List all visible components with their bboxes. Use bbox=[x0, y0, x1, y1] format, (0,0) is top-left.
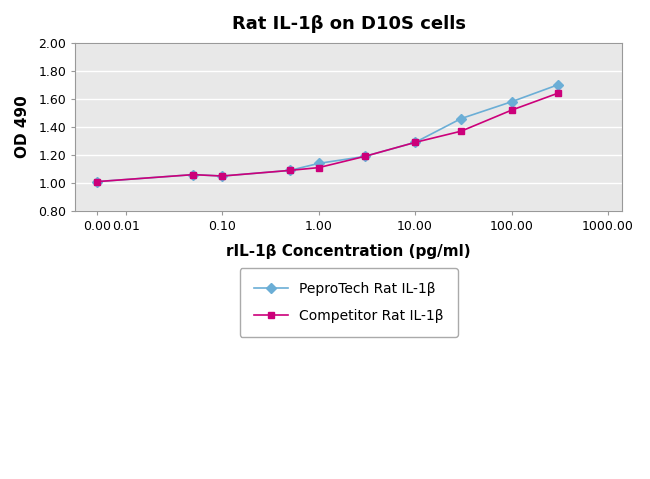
Competitor Rat IL-1β bbox=[93, 179, 101, 184]
X-axis label: rIL-1β Concentration (pg/ml): rIL-1β Concentration (pg/ml) bbox=[226, 244, 471, 259]
Competitor Rat IL-1β bbox=[508, 107, 515, 113]
PeproTech Rat IL-1β bbox=[508, 99, 515, 104]
Competitor Rat IL-1β bbox=[189, 172, 197, 178]
PeproTech Rat IL-1β bbox=[218, 173, 226, 179]
Line: PeproTech Rat IL-1β: PeproTech Rat IL-1β bbox=[94, 81, 561, 185]
PeproTech Rat IL-1β bbox=[457, 116, 465, 122]
Legend: PeproTech Rat IL-1β, Competitor Rat IL-1β: PeproTech Rat IL-1β, Competitor Rat IL-1… bbox=[240, 268, 458, 337]
Competitor Rat IL-1β bbox=[315, 165, 322, 171]
PeproTech Rat IL-1β bbox=[93, 179, 101, 184]
Line: Competitor Rat IL-1β: Competitor Rat IL-1β bbox=[94, 90, 561, 185]
PeproTech Rat IL-1β bbox=[361, 154, 369, 160]
Competitor Rat IL-1β bbox=[457, 128, 465, 134]
Competitor Rat IL-1β bbox=[554, 91, 562, 96]
PeproTech Rat IL-1β bbox=[315, 160, 322, 166]
PeproTech Rat IL-1β bbox=[189, 172, 197, 178]
Title: Rat IL-1β on D10S cells: Rat IL-1β on D10S cells bbox=[231, 15, 465, 33]
PeproTech Rat IL-1β bbox=[411, 139, 419, 145]
Competitor Rat IL-1β bbox=[411, 139, 419, 145]
Y-axis label: OD 490: OD 490 bbox=[15, 96, 30, 159]
Competitor Rat IL-1β bbox=[218, 173, 226, 179]
Competitor Rat IL-1β bbox=[361, 154, 369, 160]
PeproTech Rat IL-1β bbox=[286, 168, 294, 173]
PeproTech Rat IL-1β bbox=[554, 82, 562, 88]
Competitor Rat IL-1β bbox=[286, 168, 294, 173]
